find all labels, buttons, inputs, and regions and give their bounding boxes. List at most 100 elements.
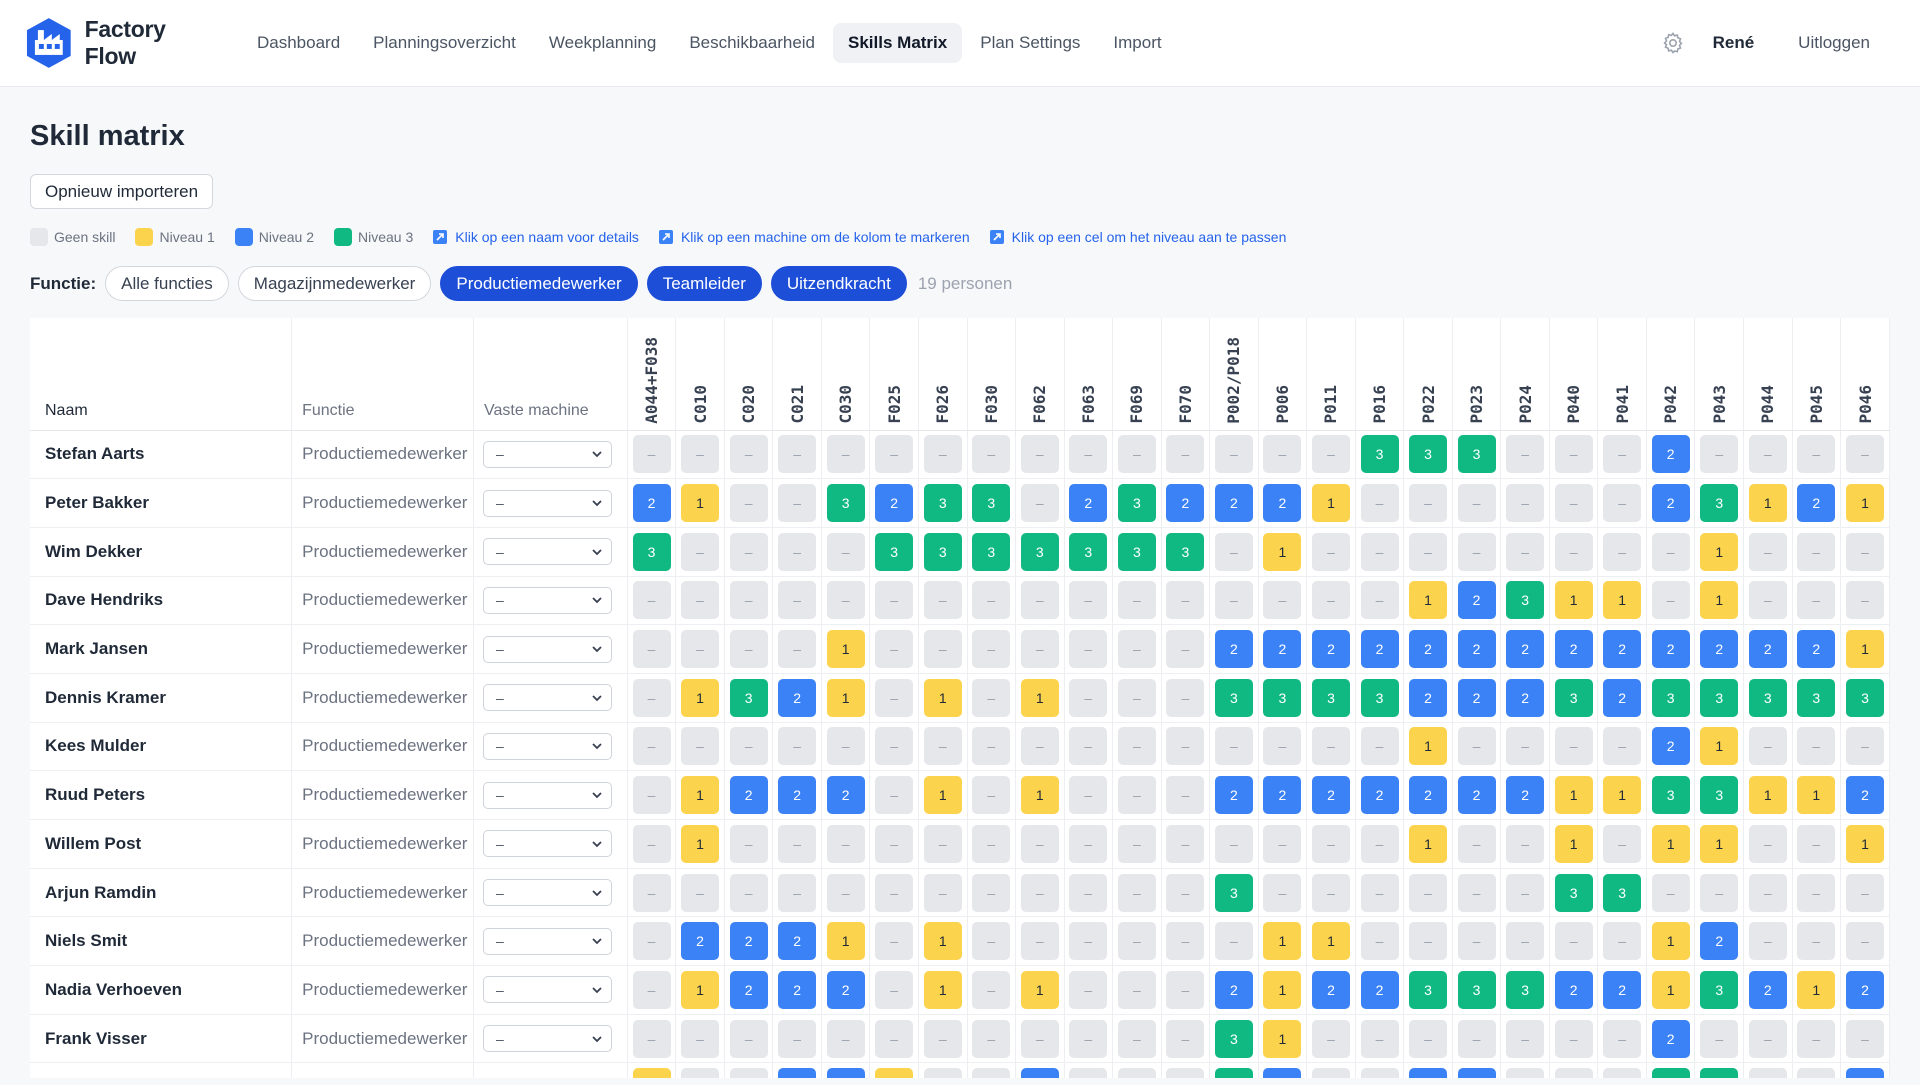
skill-cell-level-2[interactable]: 2 [1457, 630, 1496, 669]
skill-cell-none[interactable]: – [1020, 435, 1059, 474]
skill-cell-none[interactable]: – [1360, 873, 1399, 912]
logout-link[interactable]: Uitloggen [1798, 33, 1870, 52]
machine-column-header[interactable]: P016 [1355, 318, 1405, 431]
skill-cell-level-2[interactable]: 2 [778, 922, 817, 961]
skill-cell-none[interactable]: – [1214, 727, 1253, 766]
skill-cell-level-3[interactable]: 3 [1360, 678, 1399, 717]
nav-link-weekplanning[interactable]: Weekplanning [548, 33, 657, 52]
skill-cell-level-3[interactable]: 3 [1117, 532, 1156, 571]
skill-cell-none[interactable]: – [1603, 484, 1642, 523]
skill-cell-level-2[interactable]: 2 [1846, 970, 1885, 1009]
skill-cell-level-2[interactable]: 2 [681, 922, 720, 961]
skill-cell-none[interactable]: – [1214, 532, 1253, 571]
skill-cell-level-2[interactable]: 2 [1651, 727, 1690, 766]
skill-cell-none[interactable]: – [632, 630, 671, 669]
skill-cell-none[interactable]: – [1069, 581, 1108, 620]
skill-cell-level-2[interactable]: 2 [1311, 776, 1350, 815]
skill-cell-level-3[interactable]: 3 [1700, 1068, 1739, 1078]
skill-cell-none[interactable]: – [1069, 630, 1108, 669]
nav-link-plan-settings[interactable]: Plan Settings [980, 33, 1081, 52]
skill-cell-none[interactable]: – [1748, 824, 1787, 863]
skill-cell-none[interactable]: – [1311, 1068, 1350, 1078]
skill-cell-none[interactable]: – [1166, 970, 1205, 1009]
skill-cell-none[interactable]: – [1748, 727, 1787, 766]
person-name[interactable]: Dennis Kramer [30, 673, 293, 723]
skill-cell-level-2[interactable]: 2 [1457, 776, 1496, 815]
skill-cell-level-3[interactable]: 3 [972, 484, 1011, 523]
skill-cell-none[interactable]: – [729, 581, 768, 620]
skill-cell-none[interactable]: – [875, 435, 914, 474]
skill-cell-none[interactable]: – [1166, 873, 1205, 912]
skill-cell-level-3[interactable]: 3 [1020, 532, 1059, 571]
skill-cell-none[interactable]: – [632, 1019, 671, 1058]
skill-cell-level-2[interactable]: 2 [1020, 1068, 1059, 1078]
skill-cell-none[interactable]: – [972, 776, 1011, 815]
skill-cell-level-2[interactable]: 2 [1214, 630, 1253, 669]
skill-cell-level-3[interactable]: 3 [1700, 484, 1739, 523]
skill-cell-none[interactable]: – [1020, 484, 1059, 523]
skill-cell-none[interactable]: – [1020, 824, 1059, 863]
skill-cell-level-3[interactable]: 3 [1409, 435, 1448, 474]
skill-cell-level-3[interactable]: 3 [1700, 678, 1739, 717]
skill-cell-level-1[interactable]: 1 [681, 776, 720, 815]
skill-cell-none[interactable]: – [1069, 1068, 1108, 1078]
skill-cell-none[interactable]: – [729, 630, 768, 669]
skill-cell-level-2[interactable]: 2 [1651, 630, 1690, 669]
person-name[interactable]: Niels Smit [30, 916, 293, 967]
skill-cell-none[interactable]: – [1409, 484, 1448, 523]
skill-cell-none[interactable]: – [1846, 581, 1885, 620]
skill-cell-none[interactable]: – [1020, 727, 1059, 766]
skill-cell-none[interactable]: – [1748, 873, 1787, 912]
skill-cell-none[interactable]: – [729, 1019, 768, 1058]
filter-chip-teamleider[interactable]: Teamleider [646, 266, 762, 301]
skill-cell-none[interactable]: – [1360, 922, 1399, 961]
skill-cell-level-2[interactable]: 2 [1554, 630, 1593, 669]
nav-link-skills-matrix[interactable]: Skills Matrix [833, 23, 963, 63]
skill-cell-none[interactable]: – [632, 824, 671, 863]
machine-column-header[interactable]: P045 [1792, 318, 1842, 431]
skill-cell-level-3[interactable]: 3 [1214, 873, 1253, 912]
skill-cell-none[interactable]: – [681, 1019, 720, 1058]
machine-column-header[interactable]: F062 [1015, 318, 1065, 431]
fixed-machine-select[interactable]: – [483, 879, 613, 907]
skill-cell-level-1[interactable]: 1 [875, 1068, 914, 1078]
filter-chip-uitzendkracht[interactable]: Uitzendkracht [770, 266, 907, 301]
skill-cell-none[interactable]: – [1166, 776, 1205, 815]
skill-cell-level-1[interactable]: 1 [1700, 824, 1739, 863]
machine-column-header[interactable]: C030 [821, 318, 871, 431]
skill-cell-none[interactable]: – [1506, 922, 1545, 961]
skill-cell-level-1[interactable]: 1 [1263, 1019, 1302, 1058]
skill-cell-none[interactable]: – [681, 630, 720, 669]
skill-cell-none[interactable]: – [1797, 435, 1836, 474]
brand[interactable]: Factory Flow [22, 16, 222, 70]
skill-cell-none[interactable]: – [1603, 727, 1642, 766]
skill-cell-level-2[interactable]: 2 [1457, 1068, 1496, 1078]
skill-cell-none[interactable]: – [1603, 1068, 1642, 1078]
skill-cell-level-1[interactable]: 1 [1554, 581, 1593, 620]
skill-cell-level-3[interactable]: 3 [1506, 581, 1545, 620]
skill-cell-none[interactable]: – [1651, 581, 1690, 620]
skill-cell-none[interactable]: – [1069, 435, 1108, 474]
skill-cell-none[interactable]: – [1020, 873, 1059, 912]
skill-cell-level-2[interactable]: 2 [1214, 776, 1253, 815]
skill-cell-none[interactable]: – [1554, 484, 1593, 523]
skill-cell-none[interactable]: – [875, 922, 914, 961]
skill-cell-none[interactable]: – [1846, 532, 1885, 571]
skill-cell-none[interactable]: – [1603, 824, 1642, 863]
skill-cell-level-1[interactable]: 1 [1020, 776, 1059, 815]
skill-cell-none[interactable]: – [1263, 824, 1302, 863]
skill-cell-level-2[interactable]: 2 [1457, 678, 1496, 717]
skill-cell-none[interactable]: – [826, 532, 865, 571]
skill-cell-level-3[interactable]: 3 [1311, 678, 1350, 717]
skill-cell-none[interactable]: – [972, 922, 1011, 961]
skill-cell-level-3[interactable]: 3 [1409, 970, 1448, 1009]
skill-cell-none[interactable]: – [1748, 532, 1787, 571]
skill-cell-none[interactable]: – [1069, 873, 1108, 912]
fixed-machine-select[interactable]: – [483, 538, 613, 566]
fixed-machine-select[interactable]: – [483, 976, 613, 1004]
skill-cell-level-3[interactable]: 3 [1214, 1068, 1253, 1078]
skill-cell-level-3[interactable]: 3 [1214, 1019, 1253, 1058]
skill-cell-level-1[interactable]: 1 [1700, 727, 1739, 766]
skill-cell-level-2[interactable]: 2 [1311, 970, 1350, 1009]
skill-cell-none[interactable]: – [1846, 873, 1885, 912]
